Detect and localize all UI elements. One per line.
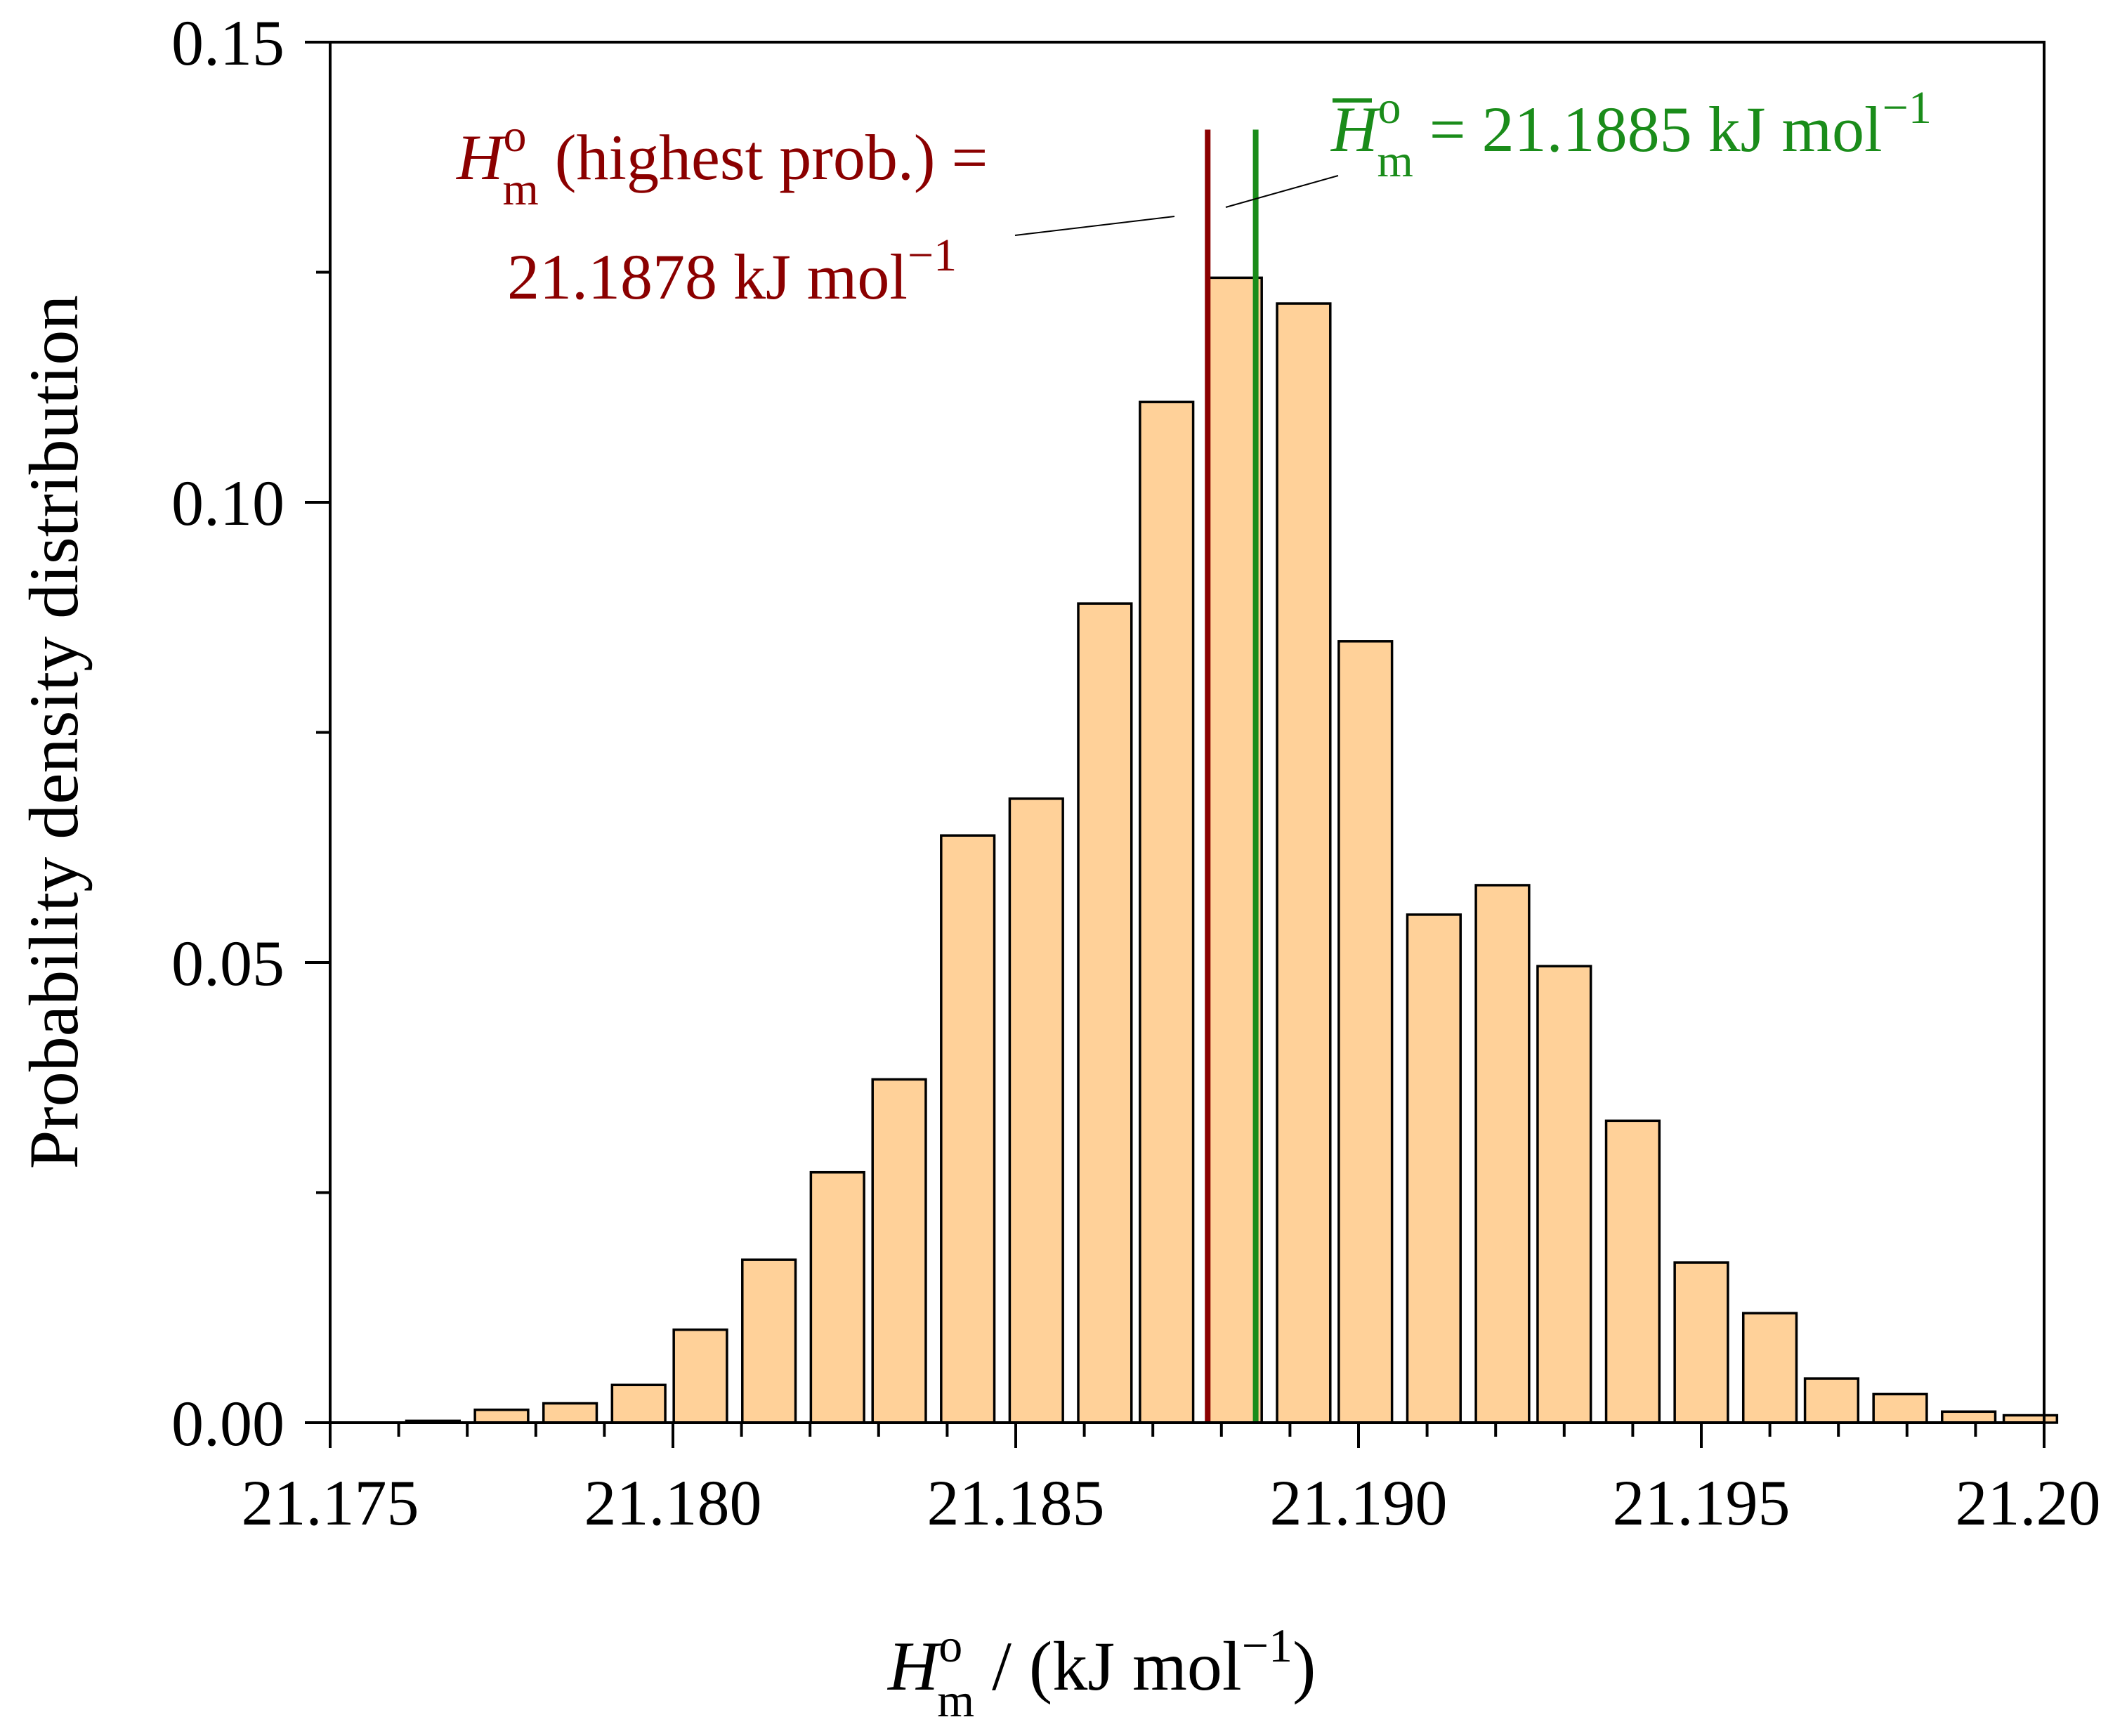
x-axis-ticks xyxy=(329,1423,2046,1448)
svg-text:Hom = 21.1885 kJ mol−1: Ho m = 21.1885 kJ mol−1 xyxy=(1330,82,1932,187)
y-tick-label: 0.00 xyxy=(171,1388,284,1459)
histogram-bar xyxy=(1337,640,1394,1424)
svg-text:Hom (highest prob.) =: Ho m (highest prob.) = xyxy=(456,110,988,215)
histogram-bar xyxy=(1406,913,1462,1424)
histogram-bar xyxy=(1673,1261,1729,1424)
histogram-bar xyxy=(672,1328,728,1424)
histogram-bar xyxy=(1008,797,1064,1424)
x-tick-label: 21.180 xyxy=(584,1467,762,1539)
highest-prob-leader xyxy=(1014,216,1175,236)
x-tick-labels: 21.175 21.180 21.185 21.190 21.195 21.200 xyxy=(242,1467,2101,1539)
histogram-bar xyxy=(1276,302,1332,1424)
x-tick-label: 21.175 xyxy=(242,1467,419,1539)
histogram-bar xyxy=(542,1402,598,1424)
y-axis-title: Probability density distribution xyxy=(15,295,93,1169)
histogram-bar xyxy=(871,1078,927,1424)
histogram-bar xyxy=(473,1408,530,1424)
histogram-bar xyxy=(1872,1392,1928,1424)
highest-prob-annotation: Ho m (highest prob.) = 21.1878 kJ mol−1 xyxy=(456,110,988,313)
histogram-bar xyxy=(1604,1119,1661,1424)
x-axis-title: Ho m / (kJ mol−1) xyxy=(886,1619,1316,1727)
mean-leader xyxy=(1225,175,1339,208)
histogram-bar xyxy=(741,1258,797,1424)
y-tick-label: 0.05 xyxy=(171,927,284,999)
mean-annotation: Ho m = 21.1885 kJ mol−1 xyxy=(1330,82,1932,187)
y-tick-label: 0.15 xyxy=(171,7,284,79)
histogram-bar xyxy=(1741,1312,1798,1424)
histogram-bar xyxy=(1207,276,1263,1424)
histogram-bar xyxy=(1803,1377,1860,1424)
x-tick-label: 21.185 xyxy=(927,1467,1105,1539)
y-tick-labels: 0.00 0.05 0.10 0.15 xyxy=(171,7,284,1459)
x-tick-label: 21.190 xyxy=(1270,1467,1448,1539)
histogram-bar xyxy=(610,1383,667,1424)
histogram-bar xyxy=(1474,884,1531,1424)
histogram-bar xyxy=(1139,400,1195,1424)
histogram-bar xyxy=(809,1170,865,1424)
histogram-bars xyxy=(405,276,2059,1424)
y-tick-label: 0.10 xyxy=(171,467,284,539)
svg-text:21.1878 kJ mol−1: 21.1878 kJ mol−1 xyxy=(507,230,957,313)
x-tick-label: 21.195 xyxy=(1613,1467,1791,1539)
histogram-bar xyxy=(940,834,996,1424)
histogram-bar xyxy=(1077,602,1133,1424)
histogram-bar xyxy=(1941,1410,1997,1424)
x-tick-label: 21.200 xyxy=(1956,1467,2101,1539)
y-axis-ticks xyxy=(305,41,330,1424)
histogram-bar xyxy=(1536,965,1592,1424)
